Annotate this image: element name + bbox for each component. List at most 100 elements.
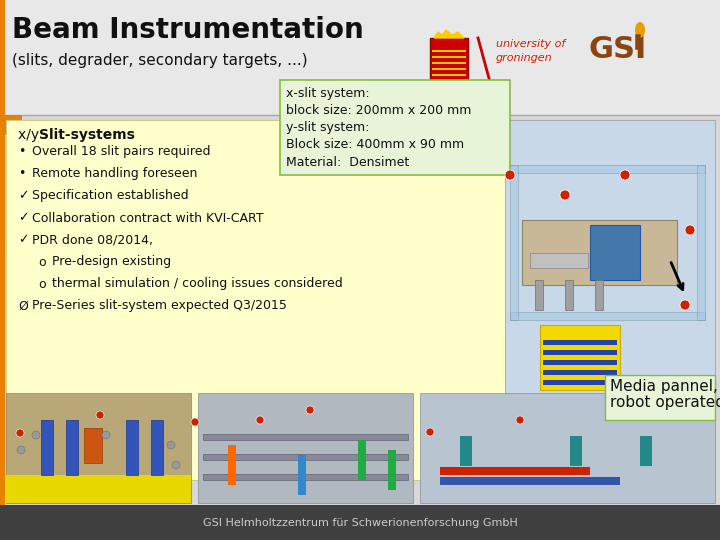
Bar [388,450,396,490]
Text: y-slit system:: y-slit system: [286,122,369,134]
Circle shape [32,431,40,439]
Text: ✓: ✓ [18,233,29,246]
Bar [0,115,5,505]
Bar [0,0,5,115]
Circle shape [256,416,264,424]
Text: Overall 18 slit pairs required: Overall 18 slit pairs required [32,145,210,159]
Circle shape [96,411,104,419]
Bar [535,280,543,310]
Bar [570,436,582,466]
Bar [203,454,408,460]
Bar [605,375,715,420]
Bar [66,420,78,475]
Bar [432,80,466,82]
Bar [543,350,617,355]
Bar [84,428,102,463]
Bar [543,360,617,365]
Text: •: • [18,145,25,159]
Polygon shape [434,30,464,38]
Bar [203,474,408,480]
Text: (slits, degrader, secondary targets, ...): (slits, degrader, secondary targets, ...… [12,53,307,69]
Bar [590,225,640,280]
Bar [432,74,466,76]
Bar [432,56,466,58]
Text: GSI Helmholtzzentrum für Schwerionenforschung GmbH: GSI Helmholtzzentrum für Schwerionenfors… [202,517,518,528]
Ellipse shape [635,22,645,38]
Bar [595,280,603,310]
Text: x-slit system:: x-slit system: [286,87,369,100]
Text: ✓: ✓ [18,212,29,225]
Circle shape [516,416,524,424]
Text: Specification established: Specification established [32,190,189,202]
Bar [440,467,590,475]
Bar [151,420,163,475]
Bar [460,436,472,466]
Bar [6,120,506,480]
Text: Material:  Densimet: Material: Densimet [286,156,409,168]
Bar [543,340,617,345]
Circle shape [17,446,25,454]
Bar [510,165,518,320]
Text: robot operated: robot operated [610,395,720,410]
Text: x/y: x/y [18,128,43,142]
Bar [0,115,720,505]
Text: Remote handling foreseen: Remote handling foreseen [32,167,197,180]
Bar [0,0,720,115]
Bar [440,477,620,485]
Text: groningen: groningen [496,53,553,63]
Circle shape [172,461,180,469]
Bar [543,380,617,385]
Text: Collaboration contract with KVI-CART: Collaboration contract with KVI-CART [32,212,264,225]
Text: o: o [38,278,45,291]
Bar [510,312,705,320]
Circle shape [675,380,685,390]
Circle shape [685,225,695,235]
Circle shape [505,170,515,180]
Circle shape [426,428,434,436]
Bar [358,440,366,480]
Bar [0,115,22,135]
Bar [565,280,573,310]
Bar [6,475,191,503]
FancyBboxPatch shape [430,38,468,86]
Circle shape [16,429,24,437]
Text: Ø: Ø [18,300,28,313]
Text: o: o [38,255,45,268]
Text: Beam Instrumentation: Beam Instrumentation [12,16,364,44]
Text: PDR done 08/2014,: PDR done 08/2014, [32,233,153,246]
Text: ✓: ✓ [18,190,29,202]
Bar [530,253,588,268]
Text: Pre-Series slit-system expected Q3/2015: Pre-Series slit-system expected Q3/2015 [32,300,287,313]
Text: Pre-design existing: Pre-design existing [52,255,171,268]
Bar [298,455,306,495]
Bar [432,50,466,52]
Circle shape [167,441,175,449]
Text: university of: university of [496,39,565,49]
Bar [697,165,705,320]
Circle shape [306,406,314,414]
Circle shape [620,170,630,180]
Bar [432,68,466,70]
Bar [198,393,413,503]
Bar [505,120,715,420]
Bar [540,325,620,390]
Text: Media pannel,: Media pannel, [610,380,718,395]
Bar [510,165,705,173]
Bar [522,220,677,285]
Bar [640,436,652,466]
Circle shape [102,431,110,439]
Text: thermal simulation / cooling issues considered: thermal simulation / cooling issues cons… [52,278,343,291]
Bar [543,370,617,375]
Bar [432,62,466,64]
Text: block size: 200mm x 200 mm: block size: 200mm x 200 mm [286,105,472,118]
Text: Slit-systems: Slit-systems [39,128,135,142]
Bar [280,80,510,175]
Circle shape [191,418,199,426]
Bar [228,445,236,485]
Text: Block size: 400mm x 90 mm: Block size: 400mm x 90 mm [286,138,464,152]
Bar [420,393,715,503]
Bar [6,393,191,503]
Circle shape [560,190,570,200]
Bar [126,420,138,475]
Bar [0,505,720,540]
